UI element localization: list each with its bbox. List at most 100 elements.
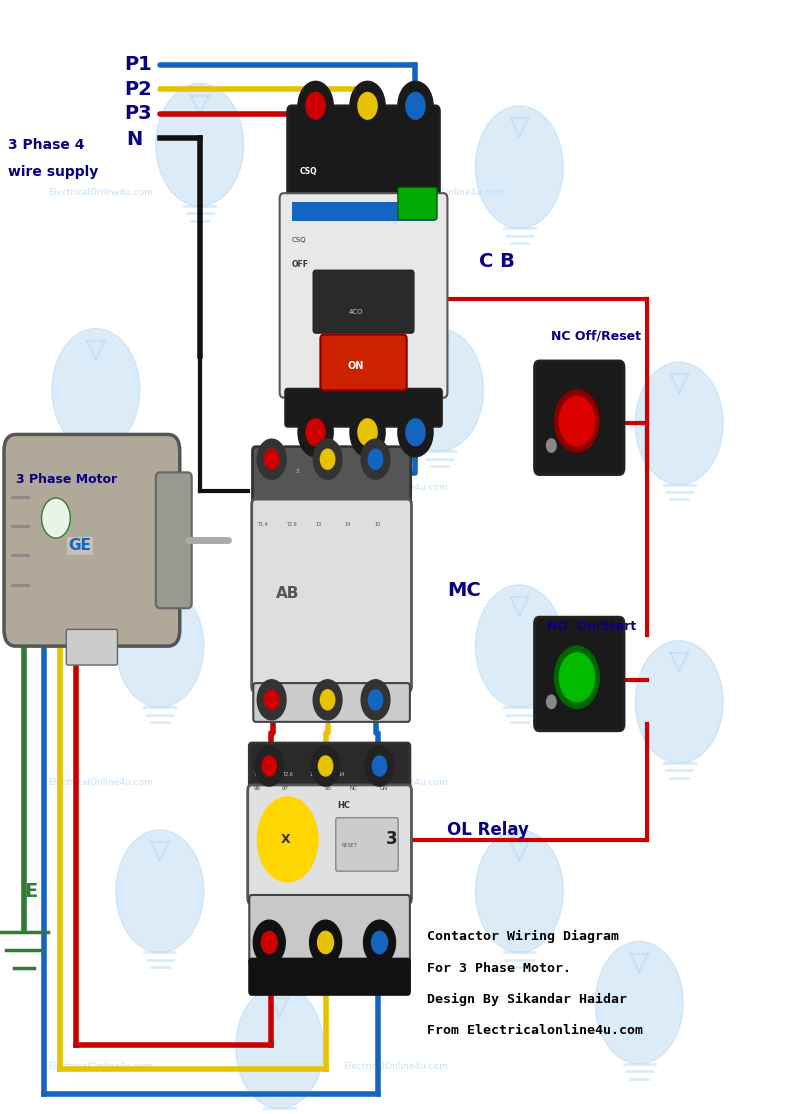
Circle shape	[116, 585, 204, 707]
Text: CSQ: CSQ	[300, 167, 317, 176]
Text: 10: 10	[374, 522, 380, 527]
Text: OFF: OFF	[292, 261, 308, 270]
FancyBboxPatch shape	[398, 187, 437, 219]
Text: 3: 3	[296, 469, 300, 473]
Text: C23: C23	[264, 695, 279, 704]
Circle shape	[547, 439, 556, 452]
Circle shape	[398, 81, 433, 130]
Circle shape	[396, 329, 483, 451]
Circle shape	[364, 920, 396, 965]
Text: GE: GE	[69, 538, 91, 554]
Text: ElectricalOnline4u.com: ElectricalOnline4u.com	[48, 188, 153, 197]
Circle shape	[559, 397, 594, 446]
Circle shape	[257, 680, 286, 720]
Text: C B: C B	[479, 252, 515, 272]
FancyBboxPatch shape	[313, 271, 414, 333]
Text: P3: P3	[124, 104, 152, 124]
Circle shape	[264, 690, 279, 710]
Circle shape	[264, 449, 279, 469]
Circle shape	[257, 439, 286, 479]
FancyBboxPatch shape	[252, 499, 411, 692]
Circle shape	[116, 830, 204, 952]
Text: ElectricalOnline4u.com: ElectricalOnline4u.com	[344, 779, 448, 788]
Circle shape	[320, 449, 335, 469]
Text: NO  On/Start: NO On/Start	[547, 619, 637, 633]
FancyBboxPatch shape	[535, 617, 624, 731]
Circle shape	[398, 408, 433, 457]
FancyBboxPatch shape	[248, 785, 411, 903]
FancyBboxPatch shape	[252, 447, 411, 509]
FancyBboxPatch shape	[288, 106, 439, 217]
FancyBboxPatch shape	[320, 334, 407, 390]
Text: CSQ: CSQ	[292, 237, 306, 243]
Text: 14: 14	[338, 772, 344, 776]
Text: 95: 95	[325, 786, 332, 791]
FancyBboxPatch shape	[4, 434, 180, 646]
Circle shape	[255, 746, 284, 786]
Circle shape	[635, 641, 723, 763]
Circle shape	[306, 92, 325, 119]
Circle shape	[365, 746, 394, 786]
FancyBboxPatch shape	[292, 202, 435, 221]
Circle shape	[635, 362, 723, 485]
FancyBboxPatch shape	[285, 389, 442, 427]
Circle shape	[313, 439, 342, 479]
Text: 13: 13	[310, 772, 316, 776]
Circle shape	[475, 106, 563, 228]
Text: ElectricalOnline4u.com: ElectricalOnline4u.com	[48, 1063, 153, 1072]
Text: From Electricalonline4u.com: From Electricalonline4u.com	[427, 1024, 643, 1037]
Circle shape	[555, 390, 599, 452]
Circle shape	[257, 798, 318, 882]
Text: wire supply: wire supply	[8, 165, 98, 178]
FancyBboxPatch shape	[336, 818, 398, 871]
Circle shape	[236, 986, 324, 1108]
Text: 98: 98	[253, 786, 260, 791]
FancyBboxPatch shape	[156, 472, 192, 608]
Circle shape	[358, 419, 377, 446]
FancyBboxPatch shape	[249, 959, 410, 995]
Circle shape	[350, 408, 385, 457]
Text: OL Relay: OL Relay	[447, 821, 529, 839]
Text: N: N	[126, 129, 142, 149]
Circle shape	[559, 653, 594, 702]
Text: 16: 16	[367, 772, 373, 776]
Circle shape	[262, 756, 276, 776]
Circle shape	[309, 920, 342, 965]
Circle shape	[361, 439, 390, 479]
Text: Contactor Wiring Diagram: Contactor Wiring Diagram	[427, 930, 619, 944]
Circle shape	[361, 680, 390, 720]
Text: P2: P2	[124, 79, 152, 99]
Text: ElectricalOnline4u.com: ElectricalOnline4u.com	[48, 483, 153, 492]
Circle shape	[475, 830, 563, 952]
Circle shape	[311, 746, 340, 786]
Circle shape	[156, 84, 244, 206]
Text: Design By Sikandar Haidar: Design By Sikandar Haidar	[427, 993, 627, 1006]
Circle shape	[253, 920, 285, 965]
Text: HC: HC	[337, 801, 351, 810]
Text: NC Off/Reset: NC Off/Reset	[551, 330, 642, 343]
Text: 5: 5	[332, 469, 336, 473]
Text: L1: L1	[260, 469, 266, 473]
Text: E: E	[24, 881, 38, 901]
Text: For 3 Phase Motor.: For 3 Phase Motor.	[427, 961, 571, 975]
Circle shape	[350, 81, 385, 130]
Text: 13: 13	[368, 469, 375, 473]
Circle shape	[42, 498, 70, 538]
Text: T1.4: T1.4	[257, 522, 268, 527]
Circle shape	[313, 680, 342, 720]
Circle shape	[368, 449, 383, 469]
Text: 3 Phase 4: 3 Phase 4	[8, 138, 85, 152]
Circle shape	[547, 695, 556, 709]
Text: MC: MC	[447, 580, 481, 600]
Circle shape	[368, 690, 383, 710]
Text: 3 Phase Motor: 3 Phase Motor	[16, 472, 117, 486]
Text: AB: AB	[276, 586, 299, 602]
Circle shape	[358, 92, 377, 119]
Text: T2.6: T2.6	[281, 772, 292, 776]
Text: ON: ON	[348, 361, 364, 371]
Circle shape	[317, 931, 334, 954]
Text: -10: -10	[368, 695, 380, 704]
Text: X: X	[281, 833, 291, 846]
Circle shape	[475, 585, 563, 707]
Text: NC: NC	[350, 786, 358, 791]
